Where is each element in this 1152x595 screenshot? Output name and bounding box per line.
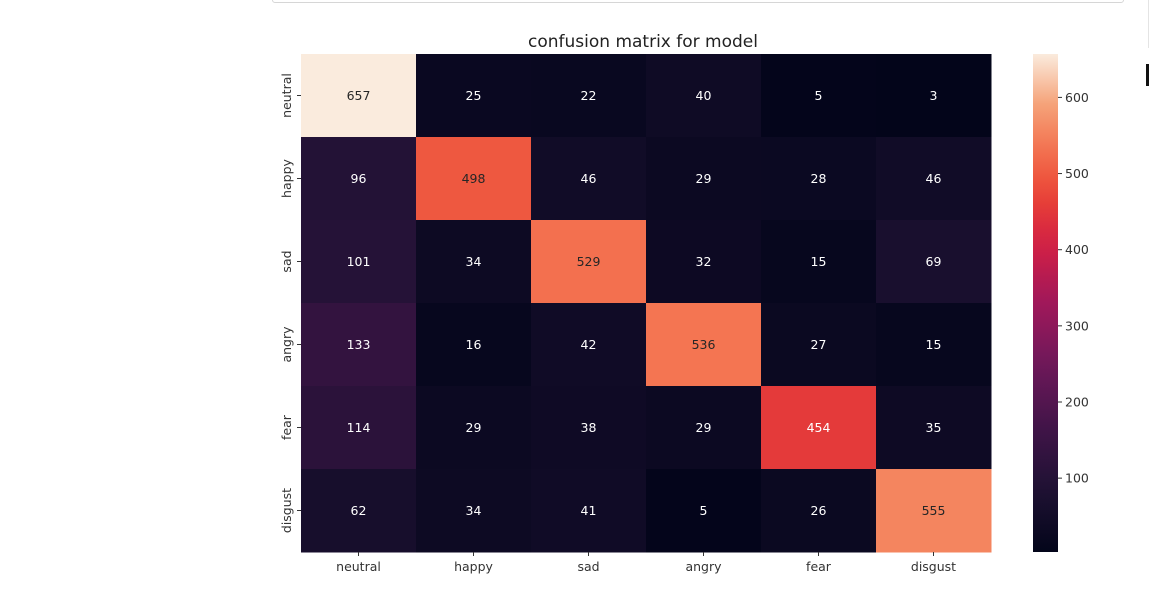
heatmap-cell <box>531 303 647 387</box>
cell-value-label: 62 <box>351 503 367 518</box>
heatmap-cell <box>646 469 762 553</box>
cell-value-label: 114 <box>347 420 371 435</box>
heatmap-cell <box>761 386 877 470</box>
cell-value-label: 101 <box>347 254 371 269</box>
x-tick-label: angry <box>685 559 722 574</box>
colorbar-tick-label: 500 <box>1065 166 1089 181</box>
cell-value-label: 34 <box>466 254 482 269</box>
cell-value-label: 498 <box>462 171 486 186</box>
colorbar <box>1033 54 1058 552</box>
cell-value-label: 15 <box>811 254 827 269</box>
cell-value-label: 555 <box>922 503 946 518</box>
heatmap-cell <box>416 54 532 138</box>
heatmap-cell <box>531 54 647 138</box>
cell-value-label: 25 <box>466 88 482 103</box>
cell-value-label: 96 <box>351 171 367 186</box>
x-tick-label: disgust <box>911 559 956 574</box>
cell-value-label: 29 <box>696 420 712 435</box>
cell-value-label: 536 <box>692 337 716 352</box>
cell-value-label: 3 <box>930 88 938 103</box>
heatmap-cell <box>876 303 992 387</box>
x-tick-label: happy <box>454 559 493 574</box>
cell-value-label: 529 <box>577 254 601 269</box>
y-tick-label: angry <box>279 326 294 363</box>
cell-value-label: 46 <box>581 171 597 186</box>
heatmap-cell <box>416 386 532 470</box>
heatmap-cell <box>761 137 877 221</box>
cursor-marker <box>1146 64 1149 86</box>
heatmap-cell <box>761 469 877 553</box>
heatmap-cell <box>531 469 647 553</box>
colorbar-tick-label: 400 <box>1065 242 1089 257</box>
heatmap-cell <box>301 303 417 387</box>
cell-value-label: 42 <box>581 337 597 352</box>
y-tick-label: happy <box>279 158 294 197</box>
cell-value-label: 69 <box>926 254 942 269</box>
heatmap-cell <box>646 54 762 138</box>
colorbar-tick-label: 200 <box>1065 394 1089 409</box>
cell-value-label: 454 <box>807 420 831 435</box>
heatmap-cell <box>761 303 877 387</box>
heatmap-cell <box>876 386 992 470</box>
cell-value-label: 28 <box>811 171 827 186</box>
x-tick-label: neutral <box>336 559 381 574</box>
heatmap-cell <box>876 469 992 553</box>
heatmap-cell <box>646 386 762 470</box>
heatmap-cell <box>416 220 532 304</box>
chart-title: confusion matrix for model <box>528 32 758 52</box>
cell-value-label: 16 <box>466 337 482 352</box>
cell-value-label: 26 <box>811 503 827 518</box>
cell-value-label: 27 <box>811 337 827 352</box>
cell-value-label: 34 <box>466 503 482 518</box>
heatmap-cell <box>531 220 647 304</box>
heatmap-cell <box>416 469 532 553</box>
heatmap-cell <box>531 386 647 470</box>
cell-value-label: 29 <box>466 420 482 435</box>
colorbar-tick-label: 300 <box>1065 318 1089 333</box>
heatmap-cell <box>301 137 417 221</box>
cell-value-label: 5 <box>700 503 708 518</box>
heatmap-cell <box>876 54 992 138</box>
cell-value-label: 22 <box>581 88 597 103</box>
cell-value-label: 133 <box>347 337 371 352</box>
x-tick-label: fear <box>806 559 832 574</box>
cell-value-label: 40 <box>696 88 712 103</box>
x-tick-label: sad <box>577 559 599 574</box>
heatmap-cell <box>876 137 992 221</box>
heatmap-cell <box>301 386 417 470</box>
cell-value-label: 29 <box>696 171 712 186</box>
y-tick-label: neutral <box>279 73 294 118</box>
scrollbar-track <box>1148 0 1149 48</box>
cell-value-label: 46 <box>926 171 942 186</box>
heatmap-cell <box>761 220 877 304</box>
heatmap-cell <box>531 137 647 221</box>
cell-value-label: 32 <box>696 254 712 269</box>
heatmap-cell <box>301 54 417 138</box>
heatmap-cell <box>646 220 762 304</box>
y-tick-label: fear <box>279 414 294 440</box>
heatmap-cell <box>646 303 762 387</box>
heatmap-cell <box>301 220 417 304</box>
y-tick-label: sad <box>279 250 294 272</box>
cell-value-label: 5 <box>815 88 823 103</box>
heatmap-cell <box>416 303 532 387</box>
heatmap-cell <box>876 220 992 304</box>
heatmap-cell <box>301 469 417 553</box>
cell-value-label: 38 <box>581 420 597 435</box>
heatmap-cell <box>646 137 762 221</box>
y-tick-label: disgust <box>279 488 294 533</box>
heatmap-cell <box>416 137 532 221</box>
cell-value-label: 657 <box>347 88 371 103</box>
colorbar-tick-label: 600 <box>1065 90 1089 105</box>
colorbar-tick-label: 100 <box>1065 471 1089 486</box>
notebook-cell-frame <box>272 0 1124 3</box>
cell-value-label: 15 <box>926 337 942 352</box>
heatmap-cell <box>761 54 877 138</box>
cell-value-label: 35 <box>926 420 942 435</box>
cell-value-label: 41 <box>581 503 597 518</box>
